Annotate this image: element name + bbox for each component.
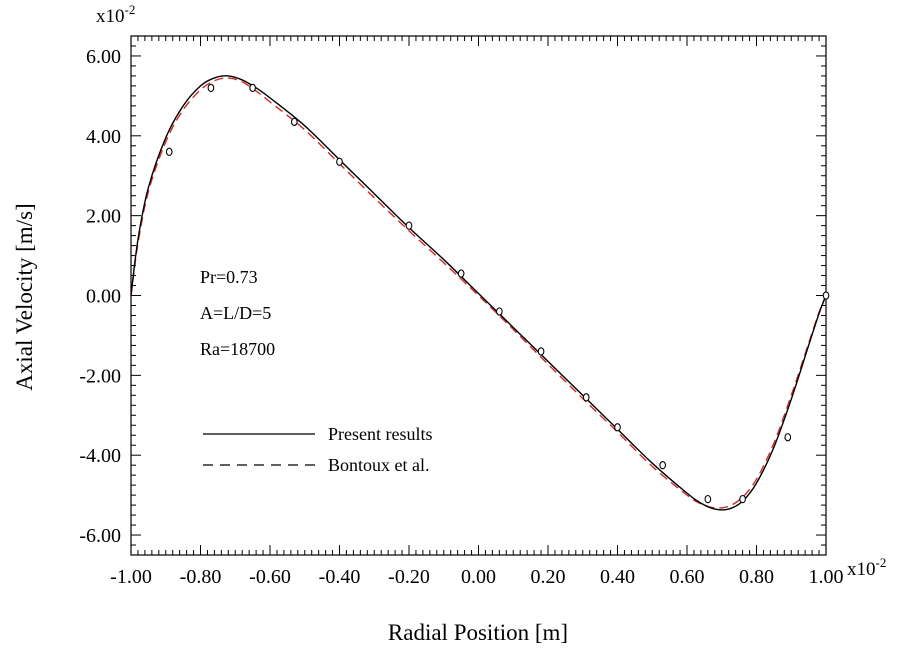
x-tick-label: -0.40 (319, 566, 361, 588)
x-multiplier: x10-2 (847, 555, 886, 580)
x-tick-label: 0.20 (531, 566, 566, 588)
x-tick-label: -0.20 (388, 566, 430, 588)
marker-point-13 (739, 494, 746, 504)
y-tick-label: 0.00 (86, 286, 121, 308)
series-line-present-results (130, 75, 827, 511)
x-tick-label: 0.00 (461, 566, 496, 588)
tick-labels: -1.00 -0.80 -0.60 -0.40 -0.20 0.00 0.20 0.40 0.6… (79, 46, 843, 588)
y-tick-label: -2.00 (79, 365, 121, 387)
marker-point-9 (582, 393, 590, 402)
marker-point-10 (614, 423, 621, 432)
marker-point-5 (405, 221, 413, 230)
y-tick-label: 6.00 (86, 46, 121, 68)
y-tick-label: 4.00 (86, 126, 121, 148)
legend: Present results Bontoux et al. (203, 424, 432, 475)
x-tick-label: -1.00 (110, 566, 152, 588)
marker-point-7 (496, 307, 503, 316)
y-multiplier: x10-2 (96, 2, 135, 27)
marker-point-2 (249, 83, 256, 93)
x-tick-label: -0.60 (249, 566, 291, 588)
marker-point-6 (457, 269, 465, 278)
marker-point-8 (537, 347, 545, 356)
x-tick-label: -0.80 (180, 566, 222, 588)
marker-point-14 (784, 433, 792, 442)
y-tick-label: 2.00 (86, 206, 121, 228)
marker-point-11 (659, 461, 667, 470)
marker-point-4 (336, 157, 343, 166)
y-multiplier-exponent: -2 (125, 2, 136, 17)
y-tick-label: -6.00 (79, 525, 121, 547)
legend-label-present-results: Present results (328, 424, 432, 444)
y-tick-label: -4.00 (79, 445, 121, 467)
plot-frame (130, 35, 827, 556)
legend-label-bontoux: Bontoux et al. (328, 455, 430, 475)
annotation-pr: Pr=0.73 (200, 267, 258, 287)
y-multiplier-base: x10 (96, 6, 125, 27)
x-tick-label: 0.60 (670, 566, 705, 588)
annotation-ra: Ra=18700 (200, 339, 275, 359)
annotation-aspect-ratio: A=L/D=5 (200, 303, 271, 323)
marker-point-15 (822, 291, 830, 300)
y-axis-title: Axial Velocity [m/s] (12, 203, 37, 390)
x-tick-label: 0.40 (600, 566, 635, 588)
series-layer (130, 75, 830, 511)
x-multiplier-base: x10 (847, 559, 876, 580)
series-line-bontoux (130, 77, 827, 509)
x-axis-title: Radial Position [m] (388, 620, 568, 645)
marker-point-3 (290, 117, 298, 126)
x-tick-label: 0.80 (739, 566, 774, 588)
marker-point-12 (704, 494, 712, 504)
x-tick-label: 1.00 (809, 566, 844, 588)
x-multiplier-exponent: -2 (876, 555, 887, 570)
marker-point-0 (165, 147, 173, 156)
marker-point-1 (207, 83, 215, 93)
axis-ticks (130, 35, 827, 556)
